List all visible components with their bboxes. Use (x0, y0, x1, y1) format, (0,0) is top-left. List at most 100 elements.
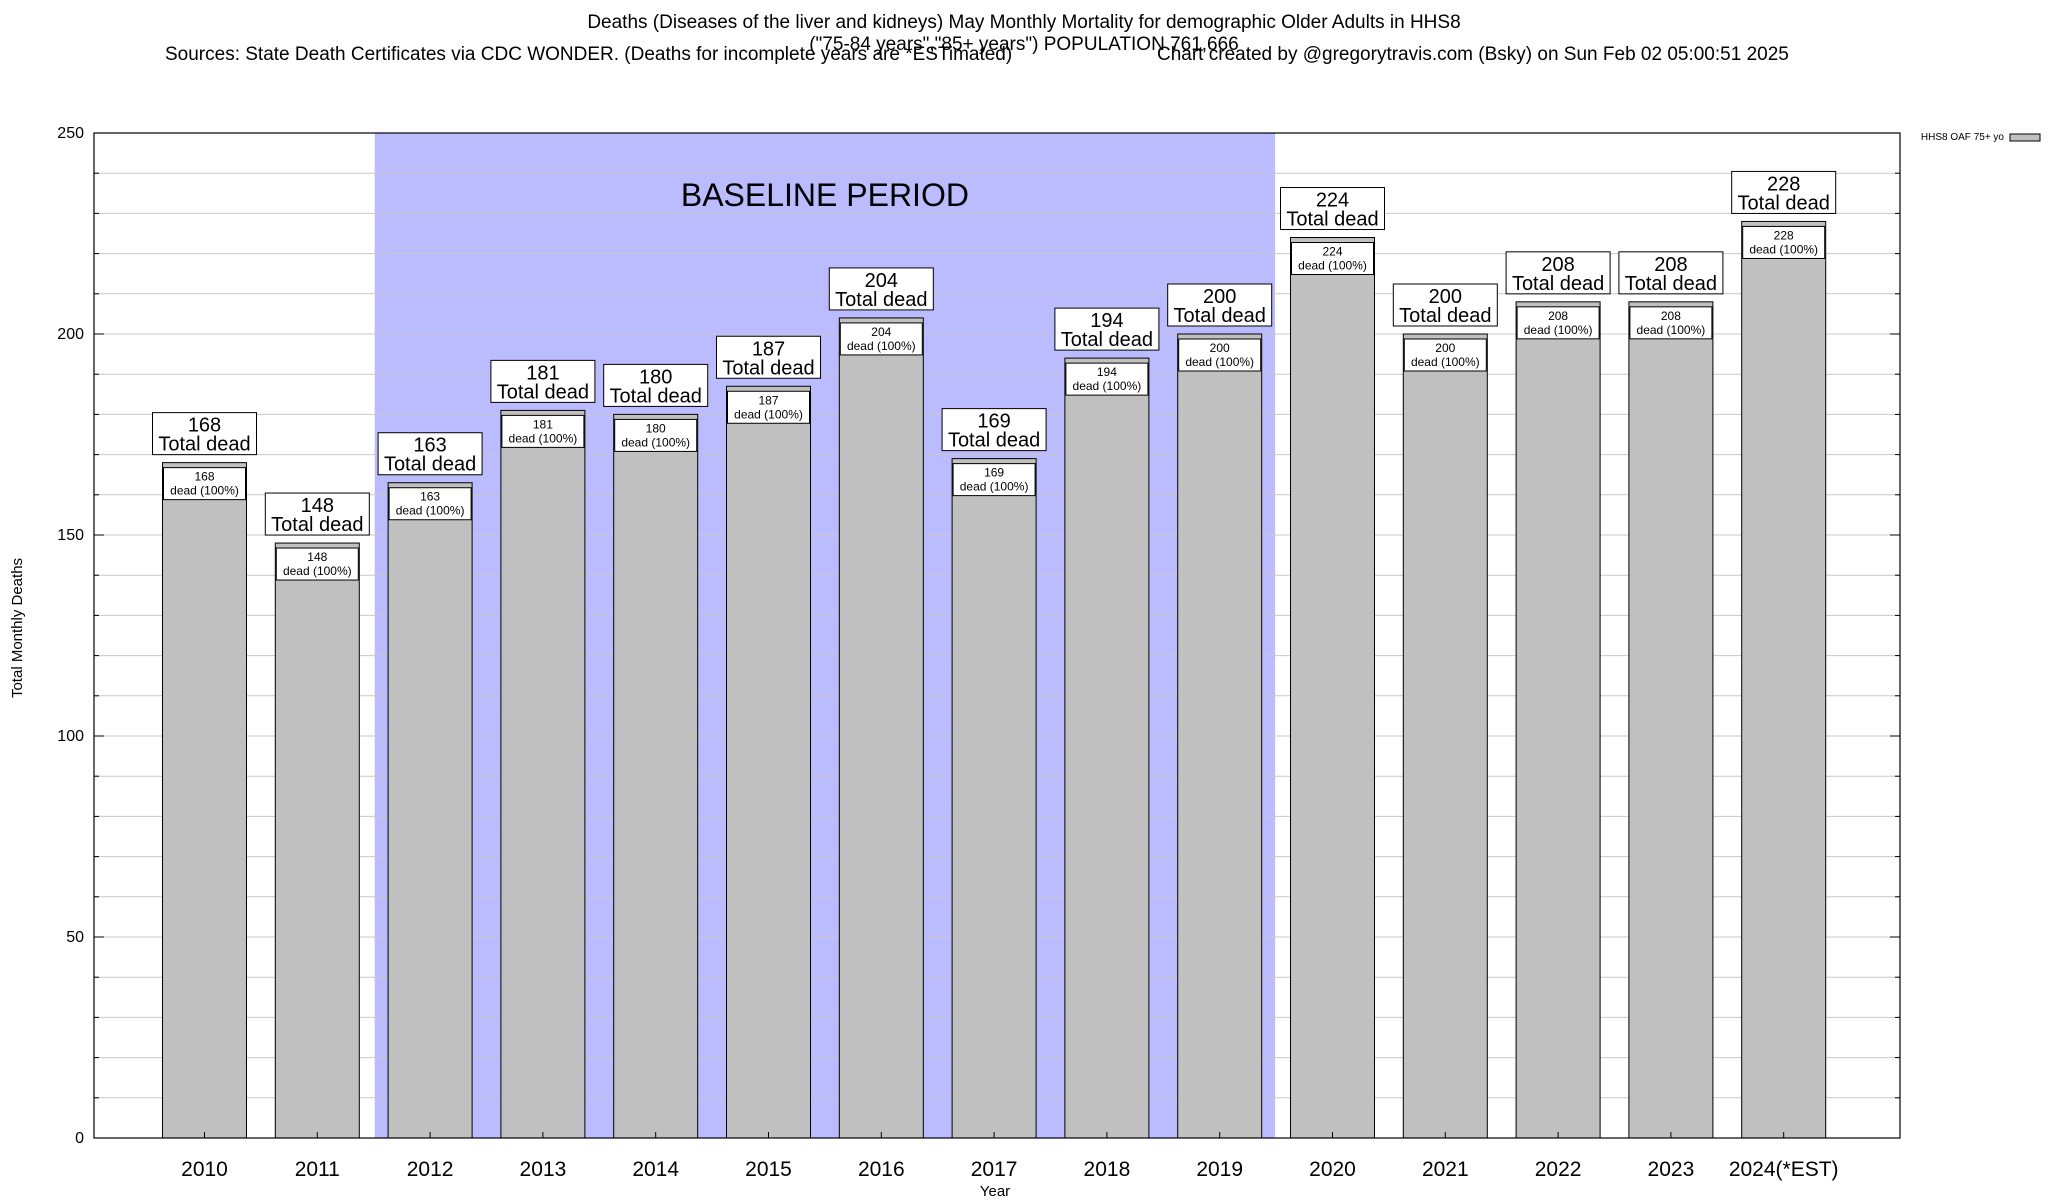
top-label-box (941, 408, 1047, 452)
chart-credit-note: Chart created by @gregorytravis.com (Bsk… (1157, 44, 1789, 65)
top-label-value: 187 (752, 338, 785, 360)
x-tick-label: 2024(*EST) (1729, 1158, 1839, 1181)
bar (1515, 301, 1601, 1139)
x-tick-label: 2016 (858, 1158, 905, 1181)
top-label-box (1505, 251, 1611, 295)
inner-label-value: 208 (1661, 309, 1681, 323)
legend: HHS8 OAF 75+ yo (1921, 132, 2041, 143)
top-label-value: 200 (1429, 286, 1462, 308)
x-tick-label: 2020 (1309, 1158, 1356, 1181)
x-tick-label: 2014 (632, 1158, 679, 1181)
inner-label-value: 181 (533, 417, 553, 431)
top-label-value: 224 (1316, 190, 1349, 212)
inner-label-value: 148 (307, 550, 327, 564)
inner-label-value: 187 (758, 393, 778, 407)
top-label-value: 148 (301, 495, 334, 517)
top-label-value: 208 (1654, 254, 1687, 276)
bar (1290, 237, 1375, 1139)
chart-source-note: Sources: State Death Certificates via CD… (165, 44, 1013, 65)
inner-label-text: dead (100%) (396, 504, 465, 518)
inner-label-value: 208 (1548, 309, 1568, 323)
top-label-box (1167, 283, 1273, 327)
top-label-box (1392, 283, 1498, 327)
inner-label-text: dead (100%) (1637, 323, 1706, 337)
x-tick-label: 2022 (1535, 1158, 1582, 1181)
legend-swatch (2009, 133, 2041, 142)
inner-label-box (501, 414, 585, 448)
bar (1402, 333, 1488, 1139)
axis-layer: 0 50 100 150 200 250 2010 2011 2012 2013 2014 2015 2… (57, 125, 1901, 1181)
inner-label-text: dead (100%) (170, 484, 239, 498)
top-label-text: Total dead (1512, 273, 1604, 295)
inner-label-value: 228 (1774, 228, 1794, 242)
bar (162, 462, 247, 1139)
top-label-text: Total dead (384, 454, 476, 476)
y-tick-label: 250 (57, 125, 84, 142)
top-label-box (490, 359, 596, 403)
bar (500, 409, 586, 1139)
inner-label-box (839, 322, 923, 356)
bar (613, 413, 699, 1139)
inner-label-value: 194 (1097, 365, 1117, 379)
top-label-box (1280, 187, 1385, 231)
top-label-text: Total dead (1061, 329, 1153, 351)
top-label-value: 163 (413, 435, 446, 457)
legend-label: HHS8 OAF 75+ yo (1921, 132, 2005, 143)
inner-label-value: 224 (1322, 245, 1342, 259)
x-tick-label: 2013 (520, 1158, 567, 1181)
top-label-box (1731, 170, 1837, 214)
inner-label-box (1516, 306, 1600, 340)
chart-title-block: Deaths (Diseases of the liver and kidney… (0, 12, 2048, 56)
top-label-box (152, 412, 257, 456)
top-label-text: Total dead (271, 514, 363, 536)
inner-label-box (1742, 225, 1826, 259)
inner-label-value: 200 (1435, 341, 1455, 355)
top-label-text: Total dead (610, 385, 702, 407)
top-label-text: Total dead (1399, 305, 1491, 327)
inner-label-text: dead (100%) (1749, 242, 1818, 256)
inner-label-box (1629, 306, 1713, 340)
chart-title-line2: ("75-84 years","85+ years") POPULATION 7… (809, 34, 1239, 55)
top-label-text: Total dead (1625, 273, 1717, 295)
top-label-value: 208 (1541, 254, 1574, 276)
top-label-box (603, 363, 709, 407)
x-axis-label: Year (980, 1183, 1010, 1200)
inner-label-value: 180 (646, 421, 666, 435)
bar (387, 482, 473, 1139)
top-label-box (377, 432, 483, 476)
inner-label-box (1403, 338, 1487, 372)
inner-label-box (388, 487, 472, 521)
y-tick-label: 150 (57, 527, 84, 544)
x-tick-label: 2018 (1084, 1158, 1131, 1181)
inner-label-value: 168 (194, 470, 214, 484)
x-tick-label: 2017 (971, 1158, 1018, 1181)
inner-label-box (1291, 242, 1374, 276)
bar (726, 385, 811, 1139)
top-label-value: 204 (865, 270, 898, 292)
plot-frame (93, 132, 1901, 1139)
bar (838, 317, 924, 1139)
bar (1741, 220, 1827, 1139)
top-label-box (828, 267, 934, 311)
bar (1064, 357, 1150, 1139)
inner-label-box (727, 390, 810, 424)
bar (274, 542, 360, 1139)
y-axis-label: Total Monthly Deaths (9, 558, 26, 698)
x-tick-label: 2015 (745, 1158, 792, 1181)
top-label-box (264, 492, 370, 536)
chart-title-line1: Deaths (Diseases of the liver and kidney… (587, 12, 1461, 33)
inner-label-text: dead (100%) (621, 435, 690, 449)
inner-label-text: dead (100%) (847, 339, 916, 353)
top-label-text: Total dead (722, 357, 814, 379)
